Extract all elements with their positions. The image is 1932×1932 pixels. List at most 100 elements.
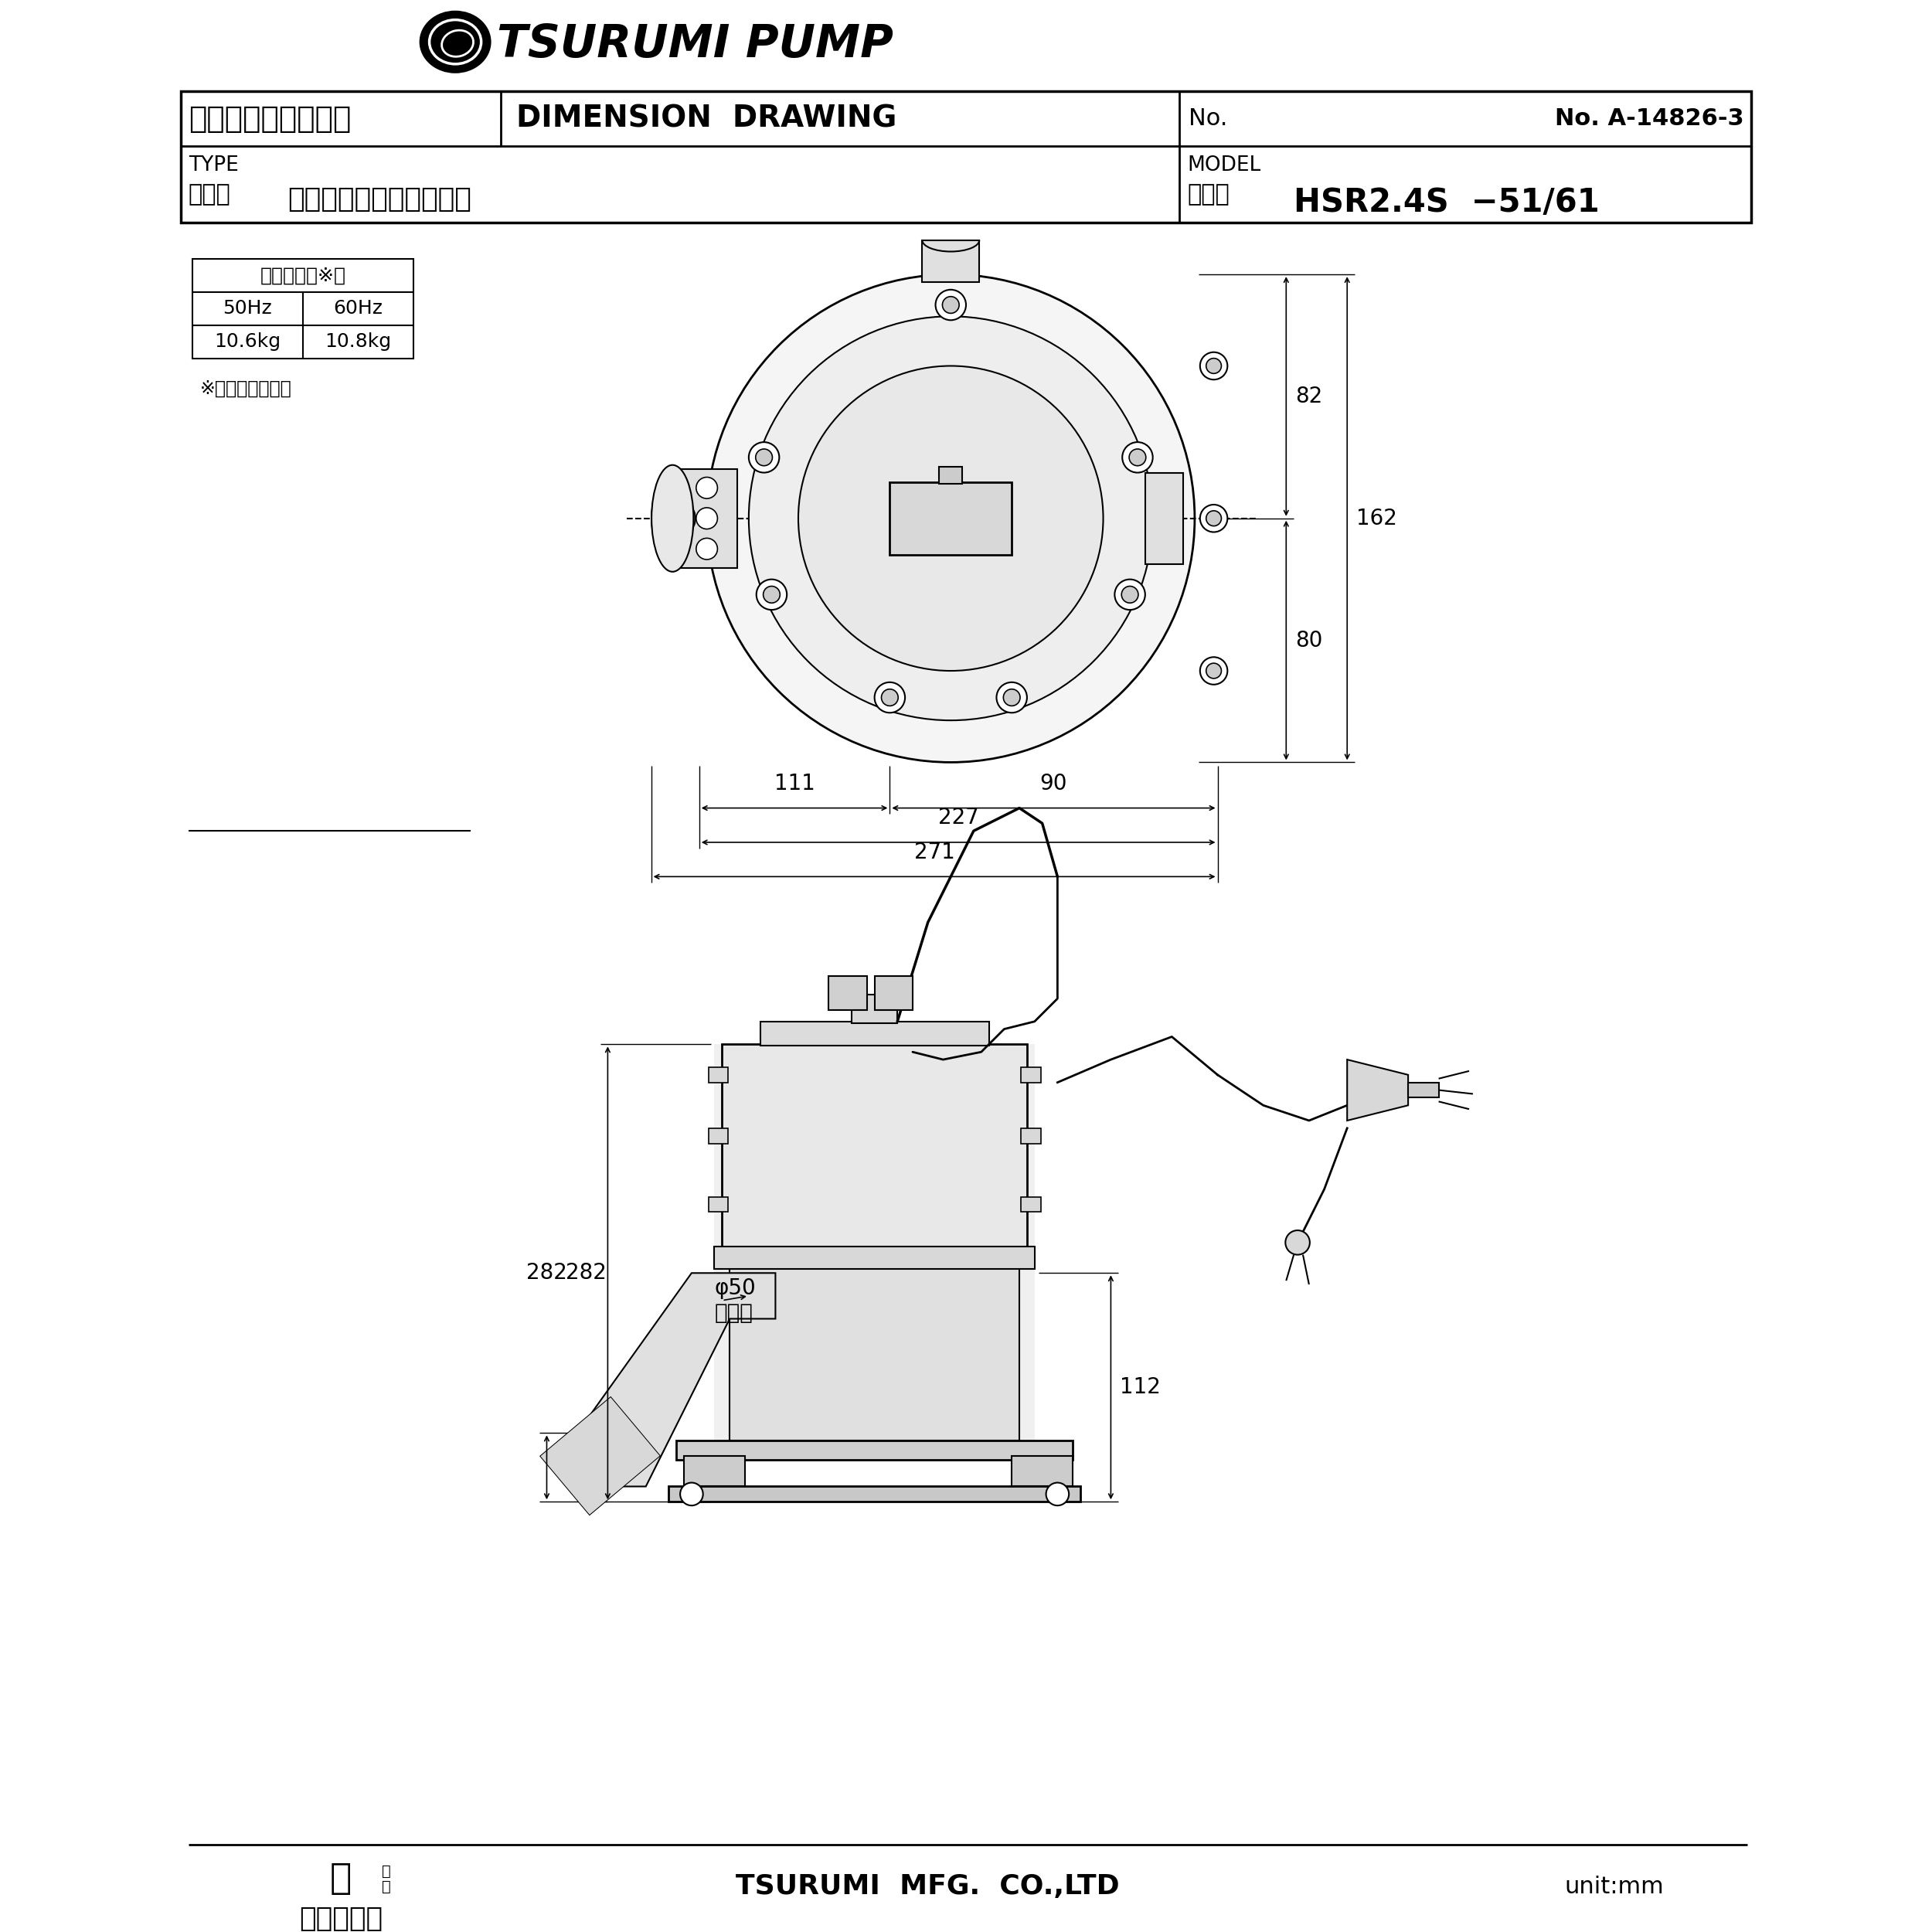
Text: φ50: φ50 <box>715 1277 755 1298</box>
Text: 概算質量（※）: 概算質量（※） <box>261 267 346 284</box>
Circle shape <box>680 1482 703 1505</box>
Circle shape <box>1200 352 1227 379</box>
Bar <box>1020 1066 1041 1082</box>
Bar <box>1012 1457 1072 1486</box>
Text: 50Hz: 50Hz <box>222 299 272 319</box>
Bar <box>891 483 1012 554</box>
Bar <box>193 259 413 357</box>
Text: 低水位排水用水中ポンプ: 低水位排水用水中ポンプ <box>288 185 471 213</box>
Circle shape <box>1121 585 1138 603</box>
Text: 呆び径: 呆び径 <box>715 1302 753 1323</box>
Text: No.: No. <box>1188 108 1227 129</box>
Circle shape <box>1045 1482 1068 1505</box>
Text: 名　稱: 名 稱 <box>189 184 230 205</box>
Text: 型　式: 型 式 <box>1186 184 1229 205</box>
Text: 社: 社 <box>383 1880 390 1893</box>
Ellipse shape <box>421 12 489 71</box>
Bar <box>541 1397 659 1515</box>
Circle shape <box>750 442 779 473</box>
Ellipse shape <box>798 365 1103 670</box>
Text: 282: 282 <box>526 1262 568 1285</box>
Text: 271: 271 <box>914 840 954 864</box>
Circle shape <box>875 682 904 713</box>
Circle shape <box>1206 510 1221 526</box>
Bar <box>684 1457 746 1486</box>
Text: HSR2.4S  −51/61: HSR2.4S −51/61 <box>1294 185 1600 218</box>
Bar <box>709 1066 728 1082</box>
Circle shape <box>1115 580 1146 611</box>
Circle shape <box>763 585 781 603</box>
Circle shape <box>755 448 773 466</box>
Bar <box>182 91 1750 222</box>
Bar <box>709 1128 728 1144</box>
Bar <box>875 976 912 1010</box>
Text: 282: 282 <box>566 1262 607 1285</box>
Text: 鶴: 鶴 <box>330 1862 352 1897</box>
Text: 162: 162 <box>1356 508 1397 529</box>
Circle shape <box>1200 657 1227 684</box>
Bar <box>759 1022 989 1045</box>
Text: TSURUMI  MFG.  CO.,LTD: TSURUMI MFG. CO.,LTD <box>736 1874 1121 1899</box>
Text: 80: 80 <box>1294 630 1323 651</box>
Bar <box>852 995 896 1022</box>
Bar <box>1020 1196 1041 1211</box>
Bar <box>1408 1082 1439 1097</box>
Bar <box>541 1397 659 1515</box>
Text: 82: 82 <box>1294 386 1323 408</box>
Text: 91: 91 <box>556 1457 583 1478</box>
Circle shape <box>935 290 966 321</box>
Text: DIMENSION  DRAWING: DIMENSION DRAWING <box>516 104 896 133</box>
Bar <box>668 1486 1080 1501</box>
Circle shape <box>943 296 958 313</box>
Text: 社: 社 <box>383 1864 390 1878</box>
Circle shape <box>657 498 696 537</box>
Circle shape <box>1206 663 1221 678</box>
Text: 90: 90 <box>1039 773 1066 794</box>
Text: No. A-14826-3: No. A-14826-3 <box>1555 108 1743 129</box>
Text: 鶴見製作所: 鶴見製作所 <box>299 1905 383 1932</box>
Circle shape <box>696 477 717 498</box>
Circle shape <box>1200 504 1227 531</box>
Circle shape <box>881 690 898 705</box>
Text: 112: 112 <box>1121 1376 1161 1399</box>
Circle shape <box>997 682 1028 713</box>
Text: 外　形　尺　法　図: 外 形 尺 法 図 <box>189 104 352 133</box>
Bar <box>730 1258 1020 1441</box>
Text: 227: 227 <box>937 808 980 829</box>
Ellipse shape <box>750 317 1153 721</box>
Bar <box>829 976 867 1010</box>
Ellipse shape <box>707 274 1194 763</box>
Circle shape <box>696 508 717 529</box>
Ellipse shape <box>651 477 694 560</box>
Ellipse shape <box>651 466 694 572</box>
Text: TSURUMI PUMP: TSURUMI PUMP <box>497 21 893 66</box>
Bar <box>939 468 962 483</box>
Ellipse shape <box>442 31 473 56</box>
Text: 10.6kg: 10.6kg <box>214 332 280 352</box>
Bar <box>715 1246 1036 1269</box>
Text: TYPE: TYPE <box>189 155 238 176</box>
Ellipse shape <box>429 19 481 64</box>
Text: 10.8kg: 10.8kg <box>325 332 392 352</box>
Circle shape <box>1285 1231 1310 1254</box>
Bar <box>676 469 738 568</box>
Ellipse shape <box>651 495 694 541</box>
Bar <box>676 1441 1072 1461</box>
Bar <box>1020 1128 1041 1144</box>
Circle shape <box>1206 357 1221 373</box>
Circle shape <box>755 580 786 611</box>
Text: MODEL: MODEL <box>1186 155 1262 176</box>
Circle shape <box>1122 442 1153 473</box>
Bar <box>723 1045 1028 1258</box>
Text: 111: 111 <box>775 773 815 794</box>
Circle shape <box>1003 690 1020 705</box>
Ellipse shape <box>651 487 694 551</box>
Polygon shape <box>578 1273 775 1486</box>
Text: 60Hz: 60Hz <box>334 299 383 319</box>
Polygon shape <box>1347 1059 1408 1121</box>
Text: ※ケーブルは除く: ※ケーブルは除く <box>199 379 292 398</box>
Bar <box>922 240 980 282</box>
Bar <box>709 1196 728 1211</box>
Circle shape <box>1128 448 1146 466</box>
Text: unit:mm: unit:mm <box>1565 1876 1663 1897</box>
